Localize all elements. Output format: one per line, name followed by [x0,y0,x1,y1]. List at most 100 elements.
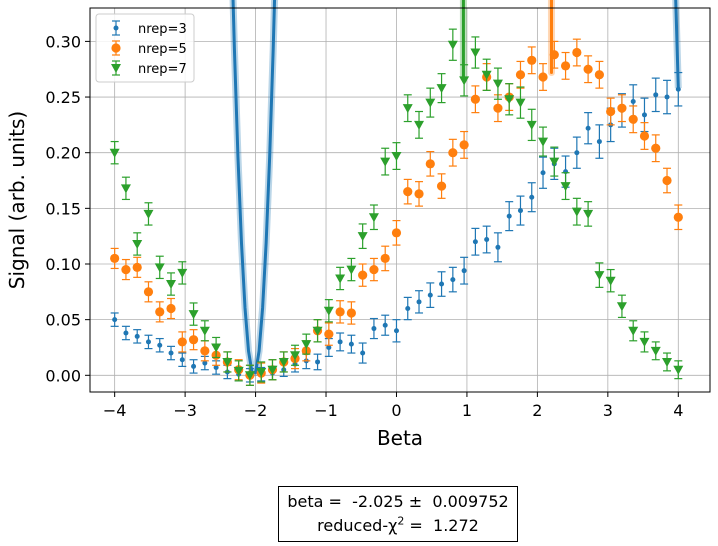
data-point [145,339,151,345]
data-point [200,346,210,356]
data-point [166,303,176,314]
fit-chi2-line: reduced-χ2 = 1.272 [279,514,517,538]
x-tick-label: −4 [103,401,127,420]
plot-frame [89,7,711,393]
data-point [617,103,627,113]
data-point [120,184,131,194]
fit-chi2-value: 1.272 [433,516,479,535]
data-point [391,228,402,238]
data-point [177,337,187,347]
data-point [168,350,174,356]
data-point [123,330,129,336]
y-tick-label: 0.05 [45,311,81,330]
data-point [368,213,379,223]
data-point [653,92,659,98]
data-point [290,351,301,361]
legend-marker [111,43,121,53]
data-point [664,94,670,100]
data-point [492,79,503,89]
data-point [470,48,481,58]
data-point [179,357,185,363]
data-point [360,350,366,356]
x-tick-label: 4 [673,401,683,420]
data-point [132,262,142,272]
data-point [335,307,345,317]
data-point [405,306,411,312]
legend-marker [111,64,121,73]
data-point [630,98,636,104]
data-point [414,189,424,199]
data-point [403,187,413,197]
data-point [504,95,515,105]
data-point [639,337,650,347]
data-point [155,307,165,317]
data-point [594,70,604,80]
legend-label: nrep=5 [138,42,187,57]
data-point [326,344,332,350]
data-point [157,342,163,348]
fit-chi2-suffix: = [404,516,434,535]
data-point [605,276,616,286]
data-point [526,120,537,130]
legend-marker [113,25,119,31]
data-point [199,326,210,336]
y-axis-label: Signal (arb. units) [5,111,29,289]
data-point [673,365,684,375]
data-point [233,366,244,376]
data-point [448,148,458,158]
x-tick-label: −2 [244,401,268,420]
data-point [191,363,197,369]
data-point [358,270,368,280]
legend-box [95,13,195,83]
data-point [177,268,188,278]
data-point [639,131,650,141]
data-point [662,357,673,367]
data-point [650,346,661,356]
data-point [382,322,388,328]
data-point [675,86,681,92]
fit-results-box: beta = -2.025 ± 0.009752 reduced-χ2 = 1.… [278,486,518,542]
data-point [256,367,267,377]
y-tick-label: 0.20 [45,144,81,163]
series-nrep=7 [109,28,684,386]
data-point [549,157,560,167]
data-point [391,152,402,162]
data-point [121,264,131,275]
data-point [324,329,334,339]
x-tick-label: −3 [173,401,197,420]
data-point [549,50,559,60]
data-point [616,302,627,312]
data-point [628,114,638,124]
data-point [481,70,492,80]
data-point [515,98,526,108]
data-point [641,112,647,118]
data-point [450,277,456,283]
legend-label: nrep=3 [138,22,187,37]
data-point [436,181,447,191]
data-point [222,357,233,367]
data-point [267,365,278,375]
data-point [673,212,683,222]
fit-beta-value: -2.025 [352,492,404,511]
data-point [425,98,436,108]
data-point [380,157,391,167]
data-point [143,287,154,297]
data-point [301,340,312,350]
data-point [110,253,120,264]
data-point [244,371,255,381]
data-point [134,333,140,339]
x-axis-label: Beta [377,426,423,450]
fit-beta-prefix: beta = [287,492,353,511]
data-point [188,335,199,345]
data-point [393,328,399,334]
data-point [560,182,571,192]
data-point [348,341,354,347]
data-point [312,326,323,336]
data-point [166,280,177,290]
data-point [560,61,571,71]
data-point [538,72,548,82]
data-point [414,120,425,130]
data-point [472,239,478,245]
axes: −4 −3 −2 −1 0 1 2 3 4 0.00 0.05 0.10 0.15 0.20 0.25 0.3… [45,32,683,420]
data-point [143,209,154,219]
